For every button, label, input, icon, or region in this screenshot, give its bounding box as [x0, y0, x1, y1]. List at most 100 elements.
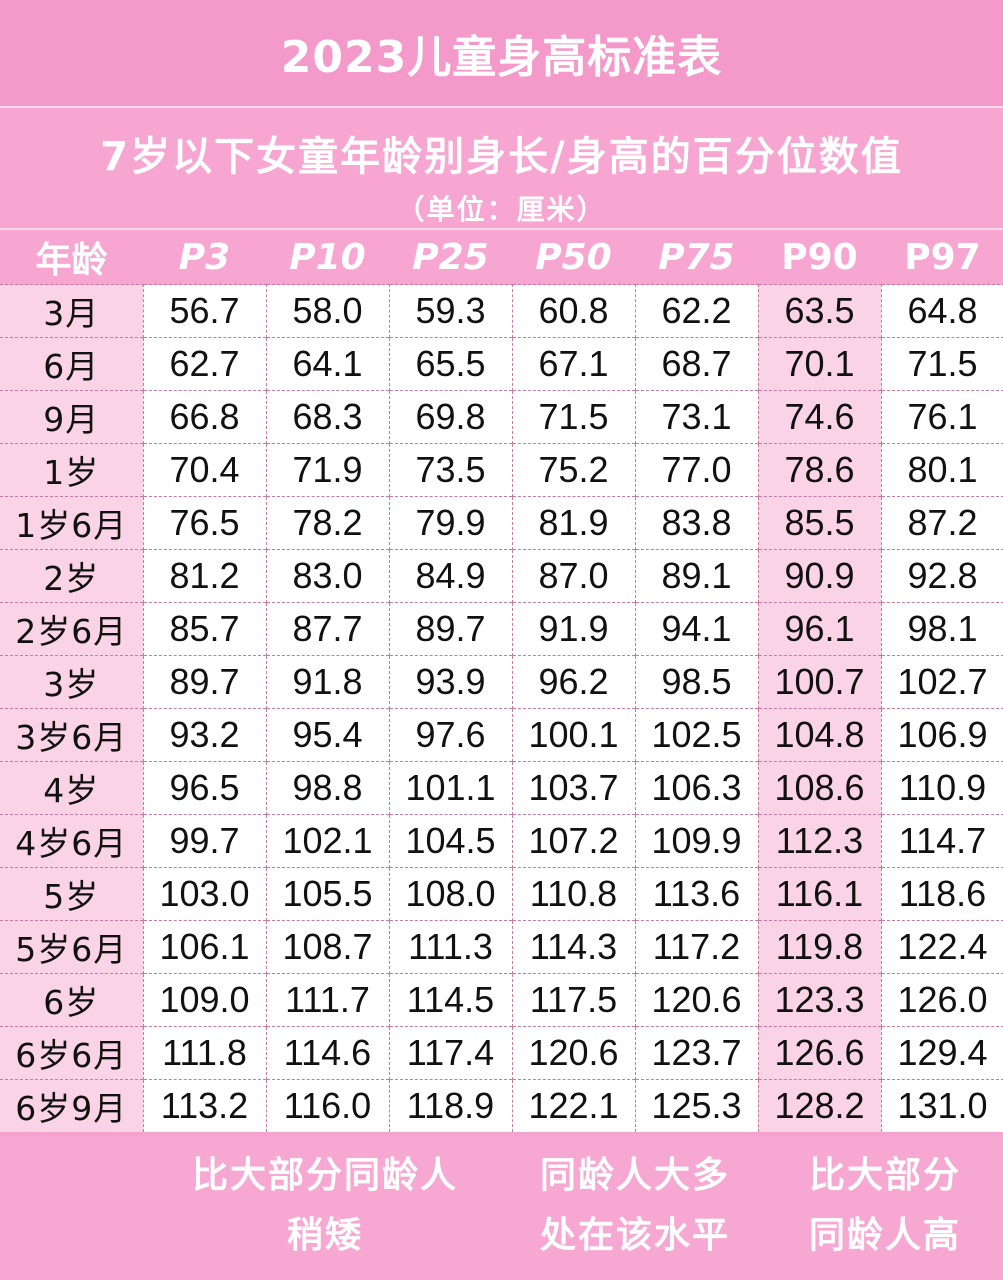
percentile-cell: 102.1 — [266, 814, 390, 868]
percentile-cell: 87.0 — [512, 549, 636, 603]
percentile-cell: 114.5 — [389, 973, 513, 1027]
percentile-cell: 64.8 — [881, 284, 1003, 338]
table-row: 2岁6月 85.7 87.7 89.7 91.9 94.1 96.1 98.1 — [0, 602, 1003, 656]
age-cell: 4岁 — [0, 761, 144, 815]
percentile-cell: 62.2 — [635, 284, 759, 338]
percentile-cell: 81.9 — [512, 496, 636, 550]
percentile-cell: 125.3 — [635, 1079, 759, 1132]
percentile-cell: 91.8 — [266, 655, 390, 709]
header-p3: P3 — [143, 230, 266, 285]
percentile-cell: 58.0 — [266, 284, 390, 338]
percentile-cell: 123.7 — [635, 1026, 759, 1080]
percentile-cell: 74.6 — [758, 390, 882, 444]
header-p50: P50 — [512, 230, 635, 285]
percentile-cell: 96.5 — [143, 761, 267, 815]
table-row: 6岁 109.0 111.7 114.5 117.5 120.6 123.3 126.0 — [0, 973, 1003, 1027]
percentile-cell: 96.1 — [758, 602, 882, 656]
header-p25: P25 — [389, 230, 512, 285]
table-row: 4岁6月 99.7 102.1 104.5 107.2 109.9 112.3 114.7 — [0, 814, 1003, 868]
table-row: 1岁6月 76.5 78.2 79.9 81.9 83.8 85.5 87.2 — [0, 496, 1003, 550]
age-cell: 3月 — [0, 284, 144, 338]
percentile-cell: 122.1 — [512, 1079, 636, 1132]
table-row: 3月 56.7 58.0 59.3 60.8 62.2 63.5 64.8 — [0, 284, 1003, 338]
percentile-cell: 100.7 — [758, 655, 882, 709]
percentile-cell: 89.1 — [635, 549, 759, 603]
note-line: 处在该水平 — [539, 1215, 730, 1256]
age-cell: 9月 — [0, 390, 144, 444]
percentile-cell: 59.3 — [389, 284, 513, 338]
percentile-cell: 126.0 — [881, 973, 1003, 1027]
age-cell: 6岁9月 — [0, 1079, 144, 1132]
percentile-cell: 69.8 — [389, 390, 513, 444]
percentile-cell: 99.7 — [143, 814, 267, 868]
percentile-cell: 78.6 — [758, 443, 882, 497]
percentile-cell: 85.5 — [758, 496, 882, 550]
note-line: 同龄人大多 — [539, 1155, 730, 1196]
percentile-cell: 108.6 — [758, 761, 882, 815]
percentile-cell: 118.9 — [389, 1079, 513, 1132]
header-p75: P75 — [635, 230, 758, 285]
percentile-cell: 117.5 — [512, 973, 636, 1027]
percentile-cell: 98.8 — [266, 761, 390, 815]
percentile-cell: 110.9 — [881, 761, 1003, 815]
table-row: 2岁 81.2 83.0 84.9 87.0 89.1 90.9 92.8 — [0, 549, 1003, 603]
percentile-cell: 87.7 — [266, 602, 390, 656]
percentile-cell: 98.5 — [635, 655, 759, 709]
percentile-cell: 111.7 — [266, 973, 390, 1027]
percentile-cell: 117.2 — [635, 920, 759, 974]
percentile-cell: 76.1 — [881, 390, 1003, 444]
percentile-cell: 107.2 — [512, 814, 636, 868]
percentile-cell: 93.9 — [389, 655, 513, 709]
percentile-cell: 100.1 — [512, 708, 636, 762]
percentile-cell: 83.0 — [266, 549, 390, 603]
percentile-cell: 105.5 — [266, 867, 390, 921]
percentile-cell: 128.2 — [758, 1079, 882, 1132]
percentile-cell: 89.7 — [143, 655, 267, 709]
percentile-cell: 81.2 — [143, 549, 267, 603]
table-row: 5岁 103.0 105.5 108.0 110.8 113.6 116.1 118.6 — [0, 867, 1003, 921]
table-subtitle: 7岁以下女童年龄别身长/身高的百分位数值 — [100, 134, 903, 180]
percentile-cell: 90.9 — [758, 549, 882, 603]
percentile-cell: 114.6 — [266, 1026, 390, 1080]
percentile-cell: 76.5 — [143, 496, 267, 550]
percentile-cell: 62.7 — [143, 337, 267, 391]
age-cell: 6岁6月 — [0, 1026, 144, 1080]
percentile-cell: 60.8 — [512, 284, 636, 338]
percentile-cell: 104.5 — [389, 814, 513, 868]
percentile-cell: 114.7 — [881, 814, 1003, 868]
percentile-cell: 108.7 — [266, 920, 390, 974]
percentile-cell: 109.0 — [143, 973, 267, 1027]
percentile-cell: 113.2 — [143, 1079, 267, 1132]
header-age: 年龄 — [0, 230, 143, 285]
percentile-cell: 71.5 — [881, 337, 1003, 391]
percentile-cell: 119.8 — [758, 920, 882, 974]
percentile-cell: 123.3 — [758, 973, 882, 1027]
percentile-cell: 78.2 — [266, 496, 390, 550]
percentile-cell: 89.7 — [389, 602, 513, 656]
age-cell: 3岁6月 — [0, 708, 144, 762]
percentile-cell: 70.1 — [758, 337, 882, 391]
subtitle-block: 7岁以下女童年龄别身长/身高的百分位数值 （单位：厘米） — [0, 108, 1003, 230]
note-below-average: 比大部分同龄人 稍矮 — [170, 1146, 480, 1266]
percentile-cell: 109.9 — [635, 814, 759, 868]
note-line: 稍矮 — [286, 1215, 363, 1256]
note-line: 比大部分同龄人 — [191, 1155, 458, 1196]
percentile-cell: 113.6 — [635, 867, 759, 921]
table-header-row: 年龄 P3 P10 P25 P50 P75 P90 P97 — [0, 230, 1003, 285]
table-row: 4岁 96.5 98.8 101.1 103.7 106.3 108.6 110.9 — [0, 761, 1003, 815]
header-p97: P97 — [881, 230, 1003, 285]
note-line: 同龄人高 — [808, 1215, 961, 1256]
percentile-cell: 110.8 — [512, 867, 636, 921]
age-cell: 6月 — [0, 337, 144, 391]
header-p10: P10 — [266, 230, 389, 285]
percentile-cell: 64.1 — [266, 337, 390, 391]
percentile-cell: 83.8 — [635, 496, 759, 550]
percentile-cell: 92.8 — [881, 549, 1003, 603]
age-cell: 1岁6月 — [0, 496, 144, 550]
header-p90: P90 — [758, 230, 881, 285]
percentile-cell: 120.6 — [512, 1026, 636, 1080]
percentile-cell: 126.6 — [758, 1026, 882, 1080]
percentile-cell: 103.7 — [512, 761, 636, 815]
percentile-cell: 106.3 — [635, 761, 759, 815]
